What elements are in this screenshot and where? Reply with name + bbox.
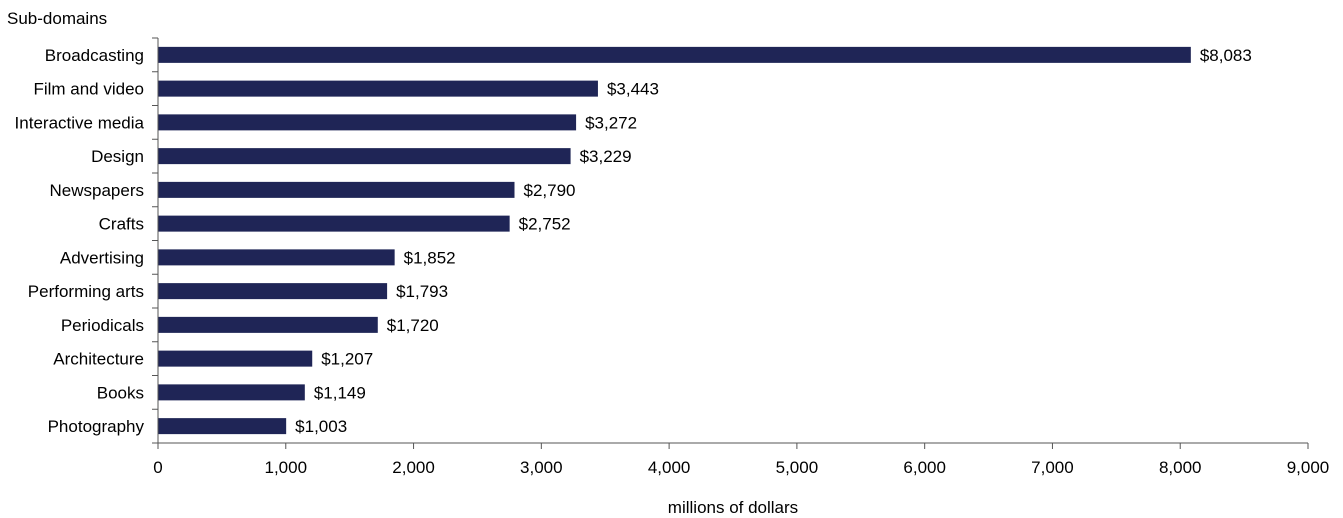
category-label: Architecture bbox=[53, 350, 144, 369]
bar bbox=[158, 249, 395, 266]
category-label: Film and video bbox=[33, 80, 144, 99]
category-label: Crafts bbox=[99, 215, 144, 234]
category-label: Broadcasting bbox=[45, 46, 144, 65]
x-tick-label: 6,000 bbox=[903, 458, 946, 477]
x-tick-label: 3,000 bbox=[520, 458, 563, 477]
bar-value-label: $8,083 bbox=[1200, 46, 1252, 65]
bar bbox=[158, 350, 313, 367]
category-label: Interactive media bbox=[15, 113, 145, 132]
x-tick-label: 0 bbox=[153, 458, 162, 477]
bar bbox=[158, 283, 388, 300]
bar bbox=[158, 316, 378, 333]
category-label: Periodicals bbox=[61, 316, 144, 335]
ticks-layer: 0 1,000 2,000 3,000 4,000 5,000 6,000 7,000 8,00… bbox=[153, 443, 1329, 477]
bar-value-label: $1,207 bbox=[321, 350, 373, 369]
x-tick-label: 2,000 bbox=[392, 458, 435, 477]
bar-value-label: $3,443 bbox=[607, 80, 659, 99]
axis-layer bbox=[157, 38, 1308, 444]
x-axis-label: millions of dollars bbox=[668, 498, 798, 517]
bar-value-label: $2,790 bbox=[524, 181, 576, 200]
bar bbox=[158, 46, 1191, 63]
x-tick-label: 5,000 bbox=[776, 458, 819, 477]
bar bbox=[158, 80, 598, 97]
bar bbox=[158, 384, 305, 401]
bars-layer: Broadcasting $8,083 Film and video $3,443 In… bbox=[15, 37, 1252, 444]
bar bbox=[158, 114, 577, 131]
category-label: Newspapers bbox=[50, 181, 145, 200]
x-tick-label: 9,000 bbox=[1287, 458, 1330, 477]
x-tick-label: 8,000 bbox=[1159, 458, 1202, 477]
bar bbox=[158, 418, 287, 435]
bar bbox=[158, 148, 571, 165]
bar-value-label: $3,272 bbox=[585, 113, 637, 132]
bar-value-label: $1,003 bbox=[295, 417, 347, 436]
category-label: Performing arts bbox=[28, 282, 144, 301]
bar-value-label: $1,149 bbox=[314, 383, 366, 402]
bar bbox=[158, 181, 515, 198]
x-tick-label: 4,000 bbox=[648, 458, 691, 477]
bar-value-label: $2,752 bbox=[519, 215, 571, 234]
x-tick-label: 7,000 bbox=[1031, 458, 1074, 477]
category-label: Advertising bbox=[60, 248, 144, 267]
y-axis-label: Sub-domains bbox=[7, 9, 107, 28]
x-tick-label: 1,000 bbox=[265, 458, 308, 477]
bar bbox=[158, 215, 510, 232]
bar-value-label: $1,793 bbox=[396, 282, 448, 301]
bar-value-label: $1,852 bbox=[404, 248, 456, 267]
bar-value-label: $3,229 bbox=[580, 147, 632, 166]
category-label: Photography bbox=[48, 417, 145, 436]
category-label: Design bbox=[91, 147, 144, 166]
bar-value-label: $1,720 bbox=[387, 316, 439, 335]
category-label: Books bbox=[97, 383, 144, 402]
